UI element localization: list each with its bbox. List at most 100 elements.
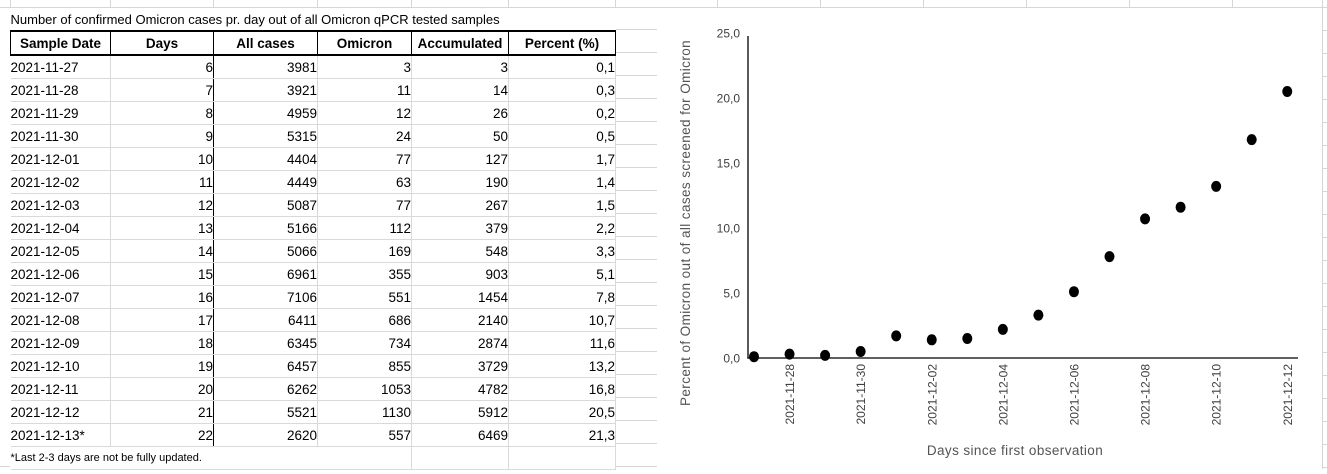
table-cell[interactable]: 548 (411, 239, 509, 263)
table-cell[interactable]: 112 (317, 216, 412, 240)
table-cell[interactable]: 686 (317, 308, 412, 332)
data-point[interactable] (926, 334, 937, 346)
table-cell[interactable]: 18 (110, 331, 214, 355)
table-cell[interactable]: 13,2 (508, 354, 616, 378)
table-cell[interactable]: 11 (317, 78, 412, 102)
table-cell[interactable]: 2021-12-11 (10, 377, 111, 401)
table-cell[interactable]: 15 (110, 262, 214, 286)
data-point[interactable] (820, 349, 831, 361)
table-cell[interactable]: 2021-12-10 (10, 354, 111, 378)
table-cell[interactable]: 0,1 (508, 55, 616, 79)
table-cell[interactable] (317, 446, 412, 470)
table-cell[interactable]: 0,5 (508, 124, 616, 148)
column-header-all-cases[interactable]: All cases (213, 30, 318, 56)
table-cell[interactable]: 2021-11-30 (10, 124, 111, 148)
table-cell[interactable]: 14 (110, 239, 214, 263)
table-cell[interactable]: 2021-12-07 (10, 285, 111, 309)
table-cell[interactable]: 10,7 (508, 308, 616, 332)
table-cell[interactable] (508, 446, 616, 470)
table-cell[interactable]: 2,2 (508, 216, 616, 240)
table-cell[interactable]: 2021-12-02 (10, 170, 111, 194)
table-cell[interactable]: 2021-11-28 (10, 78, 111, 102)
table-cell[interactable]: 2021-12-05 (10, 239, 111, 263)
table-cell[interactable]: 19 (110, 354, 214, 378)
table-cell[interactable]: 6457 (213, 354, 318, 378)
table-title[interactable]: Number of confirmed Omicron cases pr. da… (10, 8, 616, 31)
table-cell[interactable]: 2021-11-29 (10, 101, 111, 125)
table-cell[interactable]: 4782 (411, 377, 509, 401)
table-cell[interactable]: 2021-12-12 (10, 400, 111, 424)
table-cell[interactable] (411, 446, 509, 470)
table-cell[interactable]: 14 (411, 78, 509, 102)
table-cell[interactable]: 77 (317, 147, 412, 171)
table-cell[interactable]: 2021-12-01 (10, 147, 111, 171)
table-cell[interactable]: 16,8 (508, 377, 616, 401)
table-cell[interactable]: 26 (411, 101, 509, 125)
table-cell[interactable]: 3,3 (508, 239, 616, 263)
data-point[interactable] (1246, 134, 1257, 146)
data-point[interactable] (891, 330, 902, 342)
table-cell[interactable]: 551 (317, 285, 412, 309)
table-cell[interactable]: 24 (317, 124, 412, 148)
table-cell[interactable]: 3729 (411, 354, 509, 378)
table-cell[interactable]: 3921 (213, 78, 318, 102)
data-point[interactable] (749, 351, 759, 363)
table-cell[interactable]: 12 (317, 101, 412, 125)
table-cell[interactable]: 267 (411, 193, 509, 217)
table-cell[interactable]: 2620 (213, 423, 318, 447)
table-cell[interactable]: 127 (411, 147, 509, 171)
table-cell[interactable]: 6469 (411, 423, 509, 447)
table-cell[interactable]: 2140 (411, 308, 509, 332)
table-cell[interactable]: 2021-12-09 (10, 331, 111, 355)
table-cell[interactable]: 63 (317, 170, 412, 194)
table-cell[interactable]: 6345 (213, 331, 318, 355)
table-cell[interactable]: 17 (110, 308, 214, 332)
table-cell[interactable]: 1,5 (508, 193, 616, 217)
table-cell[interactable]: 2021-12-08 (10, 308, 111, 332)
table-cell[interactable]: 1053 (317, 377, 412, 401)
column-header-sample-date[interactable]: Sample Date (10, 30, 111, 56)
table-cell[interactable]: 12 (110, 193, 214, 217)
table-cell[interactable]: 5521 (213, 400, 318, 424)
column-header-accumulated[interactable]: Accumulated (411, 30, 509, 56)
table-cell[interactable]: 3 (411, 55, 509, 79)
table-cell[interactable]: 22 (110, 423, 214, 447)
table-cell[interactable]: 1454 (411, 285, 509, 309)
table-cell[interactable]: 77 (317, 193, 412, 217)
table-cell[interactable]: 5087 (213, 193, 318, 217)
table-cell[interactable]: 1,4 (508, 170, 616, 194)
table-cell[interactable]: 7,8 (508, 285, 616, 309)
table-cell[interactable]: 190 (411, 170, 509, 194)
data-point[interactable] (1104, 251, 1115, 263)
table-cell[interactable]: 50 (411, 124, 509, 148)
data-point[interactable] (1282, 86, 1293, 97)
table-cell[interactable]: 11,6 (508, 331, 616, 355)
table-cell[interactable]: 379 (411, 216, 509, 240)
table-cell[interactable]: 4449 (213, 170, 318, 194)
data-point[interactable] (962, 333, 973, 344)
table-cell[interactable]: 5066 (213, 239, 318, 263)
table-cell[interactable]: 5,1 (508, 262, 616, 286)
table-cell[interactable]: 6 (110, 55, 214, 79)
table-footnote[interactable]: *Last 2-3 days are not be fully updated. (10, 446, 318, 470)
table-cell[interactable]: 7106 (213, 285, 318, 309)
table-cell[interactable]: 5315 (213, 124, 318, 148)
table-cell[interactable]: 20,5 (508, 400, 616, 424)
table-cell[interactable]: 6262 (213, 377, 318, 401)
table-cell[interactable]: 9 (110, 124, 214, 148)
data-point[interactable] (1175, 201, 1186, 213)
table-cell[interactable]: 11 (110, 170, 214, 194)
table-cell[interactable]: 8 (110, 101, 214, 125)
table-cell[interactable]: 734 (317, 331, 412, 355)
column-header-omicron[interactable]: Omicron (317, 30, 412, 56)
table-cell[interactable]: 3 (317, 55, 412, 79)
table-cell[interactable]: 2021-12-06 (10, 262, 111, 286)
table-cell[interactable]: 1,7 (508, 147, 616, 171)
table-cell[interactable]: 169 (317, 239, 412, 263)
table-cell[interactable]: 7 (110, 78, 214, 102)
table-cell[interactable]: 5166 (213, 216, 318, 240)
table-cell[interactable]: 4404 (213, 147, 318, 171)
table-cell[interactable]: 6961 (213, 262, 318, 286)
table-cell[interactable]: 3981 (213, 55, 318, 79)
table-cell[interactable]: 21,3 (508, 423, 616, 447)
